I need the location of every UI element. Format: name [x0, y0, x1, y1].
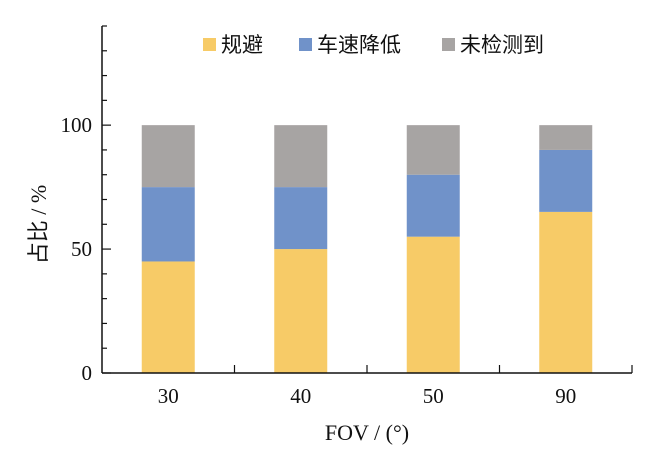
bar-segment-90-series-3 — [539, 125, 593, 150]
bar-segment-40-series-1 — [274, 249, 328, 373]
x-tick-label: 50 — [423, 384, 444, 408]
x-axis-title: FOV / (°) — [325, 420, 409, 445]
legend-label: 车速降低 — [317, 33, 401, 57]
legend-item-2: 车速降低 — [299, 33, 401, 57]
axes-layer: 0 50 100 30 40 50 90 — [61, 25, 633, 408]
y-axis-title: 占比 / % — [26, 185, 51, 264]
x-tick-label: 90 — [555, 384, 576, 408]
bar-segment-40-series-3 — [274, 125, 328, 188]
x-tick-label: 30 — [158, 384, 179, 408]
legend-label: 规避 — [221, 33, 263, 57]
bar-segment-40-series-2 — [274, 187, 328, 250]
legend-swatch — [442, 38, 455, 51]
bar-segment-50-series-2 — [406, 174, 460, 237]
y-tick-label: 100 — [61, 113, 93, 137]
legend-item-3: 未检测到 — [442, 33, 544, 57]
x-tick-label: 40 — [290, 384, 311, 408]
bar-segment-30-series-3 — [141, 125, 195, 188]
bar-segment-50-series-3 — [406, 125, 460, 175]
legend-label: 未检测到 — [460, 33, 544, 57]
y-tick-label: 50 — [71, 237, 92, 261]
bar-segment-90-series-2 — [539, 149, 593, 212]
bar-segment-90-series-1 — [539, 211, 593, 373]
legend-item-1: 规避 — [203, 33, 263, 57]
bars-layer — [141, 125, 593, 373]
y-tick-label: 0 — [82, 361, 93, 385]
legend-swatch — [203, 38, 216, 51]
legend: 规避 车速降低 未检测到 — [203, 33, 544, 57]
bar-segment-30-series-2 — [141, 187, 195, 262]
bar-segment-50-series-1 — [406, 236, 460, 373]
legend-swatch — [299, 38, 312, 51]
bar-segment-30-series-1 — [141, 261, 195, 373]
